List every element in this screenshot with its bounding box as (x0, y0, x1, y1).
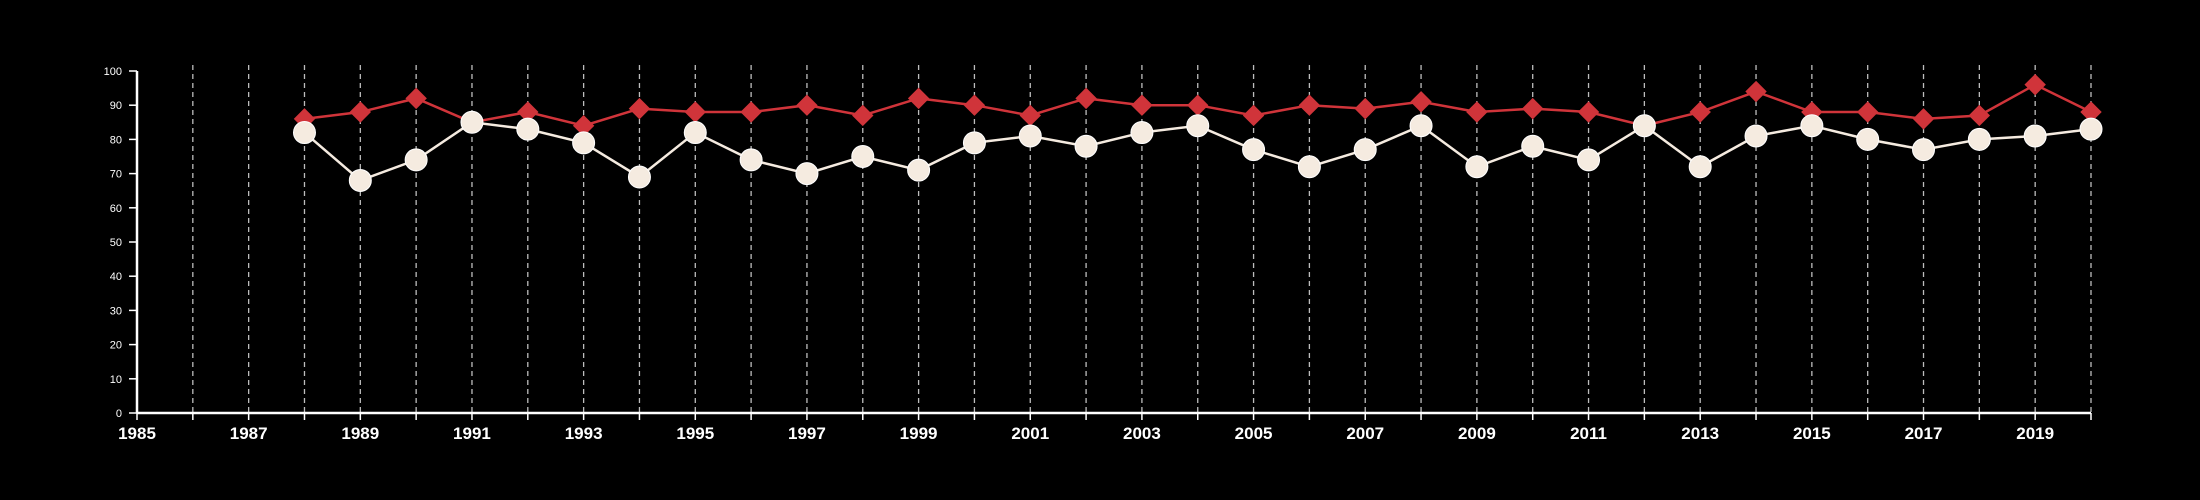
data-point-circle (1800, 114, 1824, 138)
x-tick-label: 2017 (1905, 424, 1943, 443)
x-tick-label: 1985 (118, 424, 156, 443)
x-tick-label: 1989 (341, 424, 379, 443)
data-point-diamond (1968, 104, 1991, 127)
data-point-circle (1912, 138, 1936, 162)
data-point-diamond (1689, 101, 1711, 123)
data-point-circle (683, 121, 707, 145)
data-point-circle (516, 117, 540, 141)
data-point-diamond (1912, 108, 1935, 130)
data-point-circle (460, 110, 484, 134)
x-tick-label: 1993 (565, 424, 603, 443)
data-point-diamond (1410, 91, 1432, 113)
data-point-circle (292, 121, 316, 145)
data-point-circle (1688, 155, 1712, 179)
data-point-circle (572, 131, 596, 155)
x-tick-label: 2011 (1570, 424, 1607, 443)
x-tick-label: 2015 (1793, 424, 1831, 443)
data-point-diamond (628, 97, 651, 120)
data-point-diamond (1856, 101, 1879, 123)
data-point-diamond (1354, 97, 1376, 120)
y-tick-label: 80 (110, 134, 122, 146)
data-point-diamond (740, 101, 762, 123)
x-tick-label: 1999 (900, 424, 938, 443)
y-tick-label: 50 (110, 237, 122, 249)
data-point-circle (1130, 121, 1154, 145)
y-tick-label: 100 (104, 66, 122, 78)
data-point-circle (1242, 138, 1266, 162)
data-point-diamond (1522, 97, 1544, 120)
y-tick-label: 40 (110, 271, 122, 283)
x-tick-label: 1991 (453, 424, 491, 443)
data-point-circle (1409, 114, 1433, 138)
data-point-circle (1856, 127, 1880, 151)
data-point-diamond (796, 94, 818, 116)
y-tick-label: 60 (110, 203, 122, 215)
data-point-circle (851, 145, 875, 168)
data-point-circle (1018, 124, 1042, 148)
data-point-circle (962, 131, 986, 155)
data-point-circle (1577, 148, 1601, 172)
x-tick-label: 2019 (2016, 424, 2054, 443)
series (292, 73, 2103, 192)
data-point-circle (1632, 114, 1656, 138)
data-point-circle (348, 168, 372, 192)
x-tick-label: 2007 (1346, 424, 1384, 443)
y-tick-label: 10 (110, 374, 122, 386)
y-tick-label: 20 (110, 340, 122, 352)
data-point-diamond (1745, 80, 1767, 103)
data-point-diamond (963, 94, 986, 116)
y-tick-label: 70 (110, 169, 122, 181)
data-point-circle (795, 162, 819, 186)
data-point-diamond (852, 104, 874, 127)
series-2 (292, 110, 2103, 192)
data-point-diamond (1187, 94, 1209, 116)
data-point-diamond (1466, 101, 1488, 123)
y-tick-label: 30 (110, 305, 122, 317)
data-point-circle (1465, 155, 1489, 179)
data-point-diamond (1019, 104, 1041, 127)
data-point-diamond (1242, 104, 1265, 127)
data-point-diamond (1298, 94, 1321, 116)
data-point-diamond (684, 101, 706, 123)
data-point-circle (1074, 134, 1098, 158)
x-tick-label: 1987 (230, 424, 268, 443)
data-point-circle (1186, 114, 1210, 138)
data-point-circle (907, 158, 931, 182)
x-tick-label: 1997 (788, 424, 826, 443)
data-point-circle (2023, 124, 2047, 148)
y-tick-label: 90 (110, 100, 122, 112)
x-tick-label: 2005 (1235, 424, 1273, 443)
x-tick-label: 1995 (676, 424, 714, 443)
data-point-circle (2079, 117, 2103, 141)
data-point-diamond (1131, 94, 1153, 116)
data-point-circle (627, 165, 651, 189)
data-point-circle (1521, 134, 1545, 158)
x-tick-label: 2009 (1458, 424, 1496, 443)
data-point-diamond (405, 87, 427, 110)
data-point-diamond (1577, 101, 1600, 123)
x-tick-label: 2001 (1011, 424, 1049, 443)
data-point-circle (1744, 124, 1768, 148)
data-point-circle (739, 148, 763, 172)
data-point-diamond (349, 101, 372, 123)
data-point-diamond (2024, 73, 2046, 96)
axes: 1985 1987 1989 1991 1993 1995 1997 1999 2001 2003… (104, 66, 2092, 443)
data-point-circle (1353, 138, 1377, 162)
data-point-diamond (1075, 87, 1097, 110)
data-point-circle (404, 148, 428, 172)
x-tick-label: 2003 (1123, 424, 1161, 443)
y-tick-label: 0 (116, 408, 122, 420)
data-point-diamond (907, 87, 930, 110)
x-tick-label: 2013 (1681, 424, 1719, 443)
data-point-circle (1297, 155, 1321, 179)
data-point-circle (1967, 127, 1991, 151)
